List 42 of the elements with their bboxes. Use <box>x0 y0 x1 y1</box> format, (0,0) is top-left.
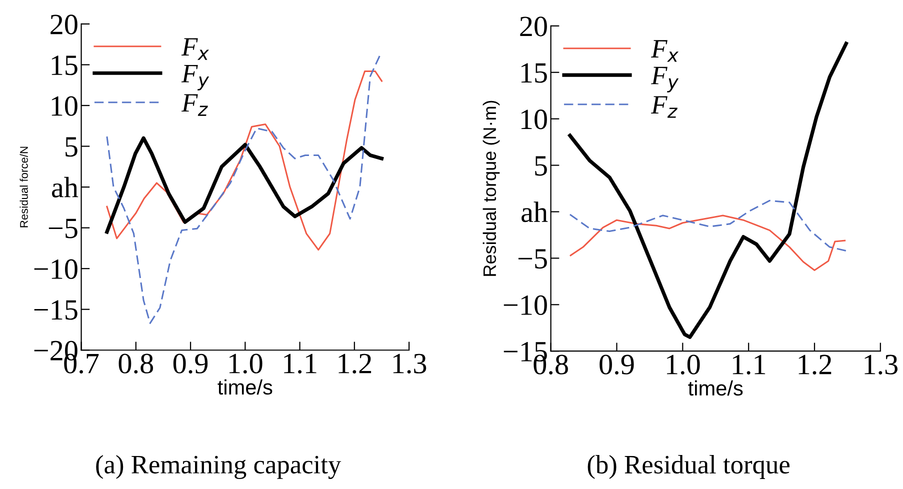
x-tick-label: 0.8 <box>118 354 154 374</box>
legend-label: F$_{y}$ <box>181 64 210 90</box>
y-tick-label: 5 <box>535 156 547 176</box>
legend-label: F$_{z}$ <box>181 94 208 116</box>
y-tick-label: ah <box>522 202 548 222</box>
y-tick-label: −10 <box>34 259 78 279</box>
x-tick-label: 1.0 <box>230 354 262 374</box>
y-tick-label: −5 <box>518 249 547 269</box>
x-tick-label: 1.0 <box>667 354 700 375</box>
line-series <box>570 214 846 272</box>
x-tick-label: 1.3 <box>864 354 898 375</box>
x-tick-label: 1.3 <box>393 354 426 374</box>
y-axis-title: Residual force/N <box>20 146 28 228</box>
y-tick-label: 15 <box>521 63 547 83</box>
x-tick-label: 1.1 <box>284 354 316 374</box>
x-tick-label: 1.1 <box>732 354 766 375</box>
x-axis-title: time/s <box>218 379 272 395</box>
y-axis-title: Residual torque (N·m) <box>482 100 500 276</box>
x-tick-label: 0.9 <box>600 354 634 375</box>
y-tick-label: −10 <box>504 295 547 316</box>
x-tick-label: 1.2 <box>798 354 832 375</box>
legend-label: F$_{x}$ <box>181 38 210 60</box>
legend-label: F$_{x}$ <box>650 40 679 62</box>
x-tick-label: 0.9 <box>173 354 208 374</box>
legend-label: F$_{z}$ <box>650 96 678 118</box>
y-tick-label: ah <box>52 176 78 198</box>
line-series <box>105 136 384 234</box>
y-tick-label: 15 <box>52 56 78 76</box>
y-tick-label: 10 <box>521 110 547 130</box>
y-tick-label: 5 <box>66 137 78 157</box>
y-tick-label: 20 <box>50 14 78 34</box>
y-tick-label: −5 <box>48 218 78 238</box>
line-series <box>568 42 848 339</box>
line-series <box>569 200 847 252</box>
legend-label: F$_{y}$ <box>650 66 679 92</box>
y-tick-label: 10 <box>52 96 78 116</box>
x-axis-title: time/s <box>688 380 743 396</box>
y-tick-label: −15 <box>34 300 78 320</box>
y-tick-label: 20 <box>520 16 547 36</box>
text: (b) Residual torque <box>588 455 790 479</box>
text: (a) Remaining capacity <box>96 454 342 479</box>
x-tick-label: 1.2 <box>338 354 372 374</box>
